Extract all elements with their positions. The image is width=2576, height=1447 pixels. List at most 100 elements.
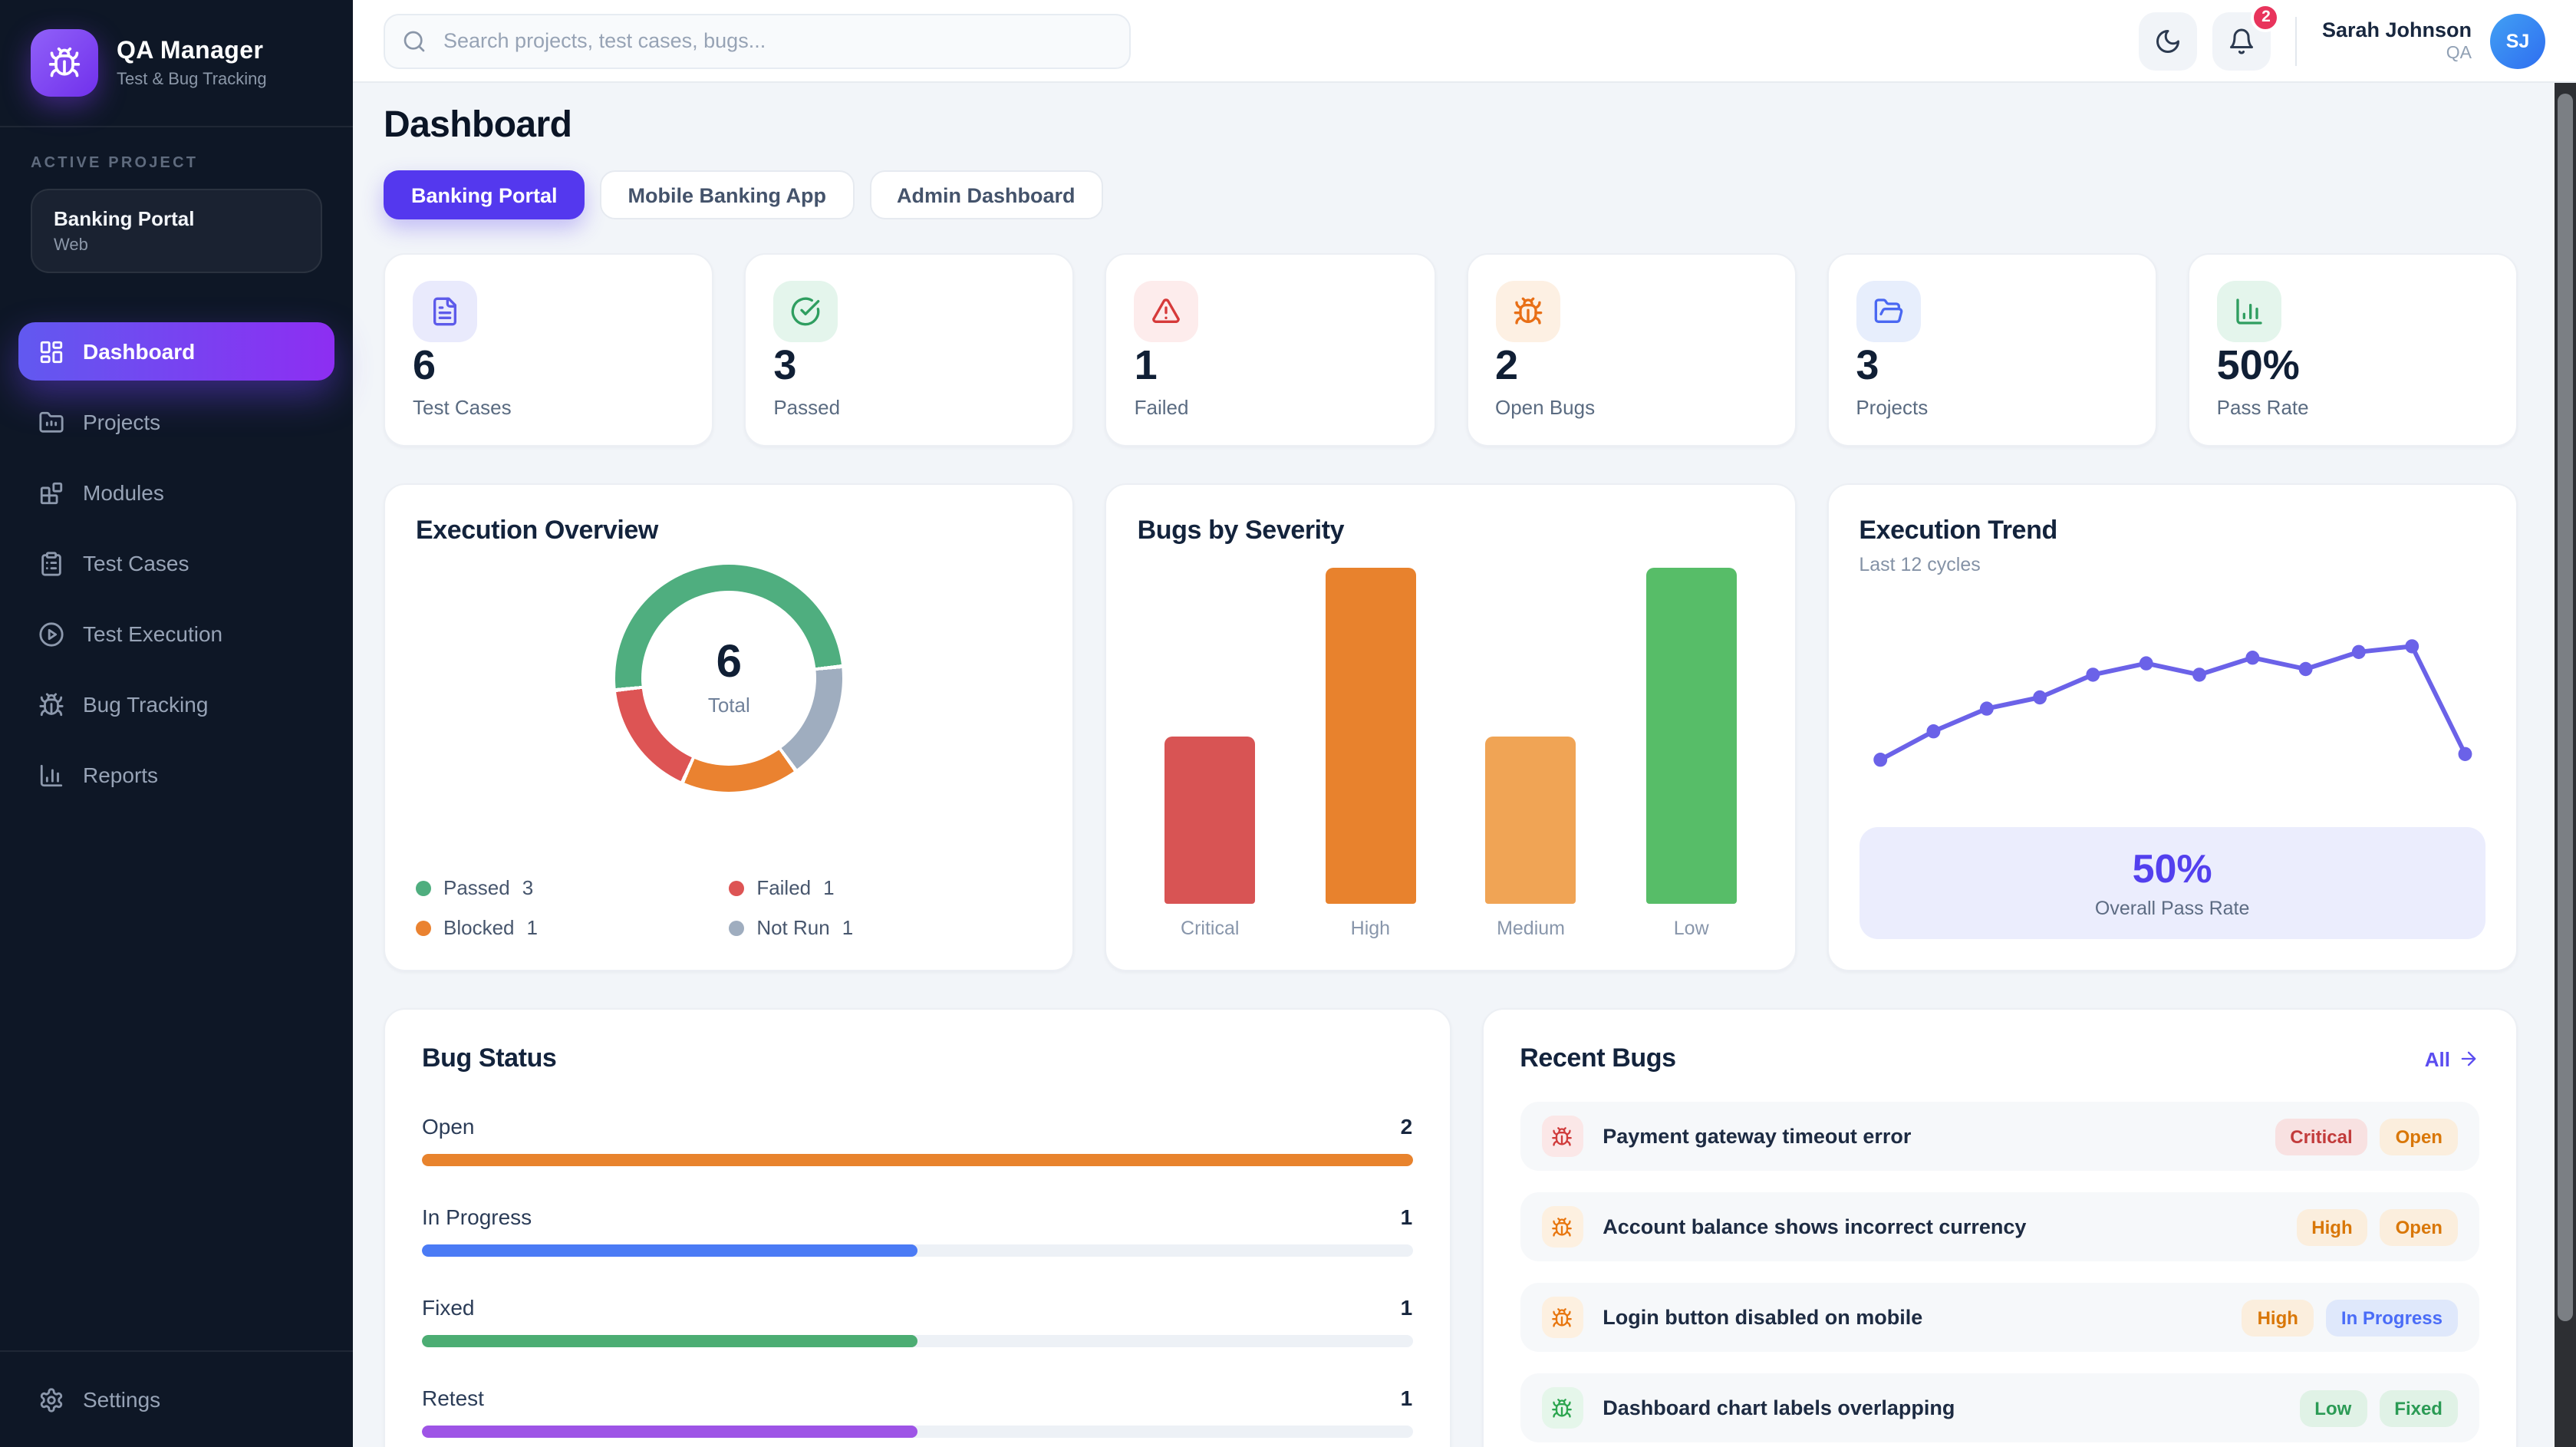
stat-label: Pass Rate	[2216, 396, 2309, 419]
status-bar-fill	[422, 1335, 917, 1347]
gear-icon	[38, 1386, 64, 1412]
bug-list-item[interactable]: Payment gateway timeout error Critical O…	[1520, 1102, 2479, 1171]
status-value: 1	[1400, 1386, 1413, 1410]
trend-line-chart	[1873, 639, 2472, 767]
severity-bar-chart: Critical High Medium Low	[1138, 568, 1764, 939]
status-bar-fill	[422, 1426, 917, 1438]
legend-dot	[729, 880, 745, 895]
stat-card-failed: 1 Failed	[1105, 253, 1435, 447]
topbar-divider	[2295, 16, 2298, 65]
stat-label: Test Cases	[413, 396, 512, 419]
tab-mobile-banking-app[interactable]: Mobile Banking App	[600, 170, 855, 219]
check-circle-icon	[790, 296, 821, 327]
bug-status-rows: Open 2 In Progress 1	[422, 1114, 1413, 1438]
sidebar-item-test-execution[interactable]: Test Execution	[18, 605, 334, 663]
bottom-row: Bug Status Open 2 In Progress	[384, 1008, 2518, 1447]
folder-open-icon	[1873, 296, 1903, 327]
bug-list-item[interactable]: Dashboard chart labels overlapping Low F…	[1520, 1373, 2479, 1442]
severity-badge: Low	[2299, 1389, 2367, 1426]
bugs-by-severity-card: Bugs by Severity Critical High Medium	[1105, 483, 1797, 971]
bug-title: Dashboard chart labels overlapping	[1603, 1396, 1955, 1419]
bug-list-item[interactable]: Login button disabled on mobile High In …	[1520, 1283, 2479, 1352]
play-circle-icon	[38, 621, 64, 647]
severity-column-critical: Critical	[1138, 568, 1283, 939]
severity-column-low: Low	[1619, 568, 1764, 939]
legend-item-failed: Failed 1	[729, 876, 1042, 899]
file-text-icon	[430, 296, 460, 327]
stat-cards: 6 Test Cases 3 Passed 1 Failed 2 Open Bu…	[384, 253, 2518, 447]
status-bar-fill	[422, 1154, 1413, 1166]
tab-admin-dashboard[interactable]: Admin Dashboard	[869, 170, 1103, 219]
status-label: Fixed	[422, 1295, 475, 1320]
topbar: 2 Sarah Johnson QA SJ	[353, 0, 2576, 83]
severity-bar	[1485, 736, 1576, 904]
arrow-right-icon	[2458, 1048, 2479, 1070]
severity-badge: High	[2296, 1208, 2368, 1245]
bug-icon-bubble	[1541, 1206, 1583, 1248]
active-project-type: Web	[54, 236, 88, 255]
progress-track	[422, 1426, 1413, 1438]
active-project-name: Banking Portal	[54, 207, 195, 230]
legend-label: Passed	[443, 876, 510, 899]
bug-title: Payment gateway timeout error	[1603, 1125, 1912, 1148]
recent-bugs-list: Payment gateway timeout error Critical O…	[1520, 1102, 2479, 1442]
notifications-button[interactable]: 2	[2212, 2, 2281, 70]
stat-label: Failed	[1134, 396, 1189, 419]
sidebar-item-settings[interactable]: Settings	[18, 1370, 334, 1429]
legend-item-not-run: Not Run 1	[729, 916, 1042, 939]
tab-banking-portal[interactable]: Banking Portal	[384, 170, 585, 219]
stat-value: 2	[1495, 342, 1519, 388]
scrollbar-thumb[interactable]	[2558, 94, 2573, 1321]
bug-icon	[48, 46, 81, 80]
sidebar-item-label: Test Execution	[83, 621, 223, 646]
search-input[interactable]	[384, 13, 1131, 68]
status-value: 2	[1400, 1114, 1413, 1139]
sidebar-item-dashboard[interactable]: Dashboard	[18, 322, 334, 381]
sidebar-item-reports[interactable]: Reports	[18, 746, 334, 804]
stat-icon-bubble	[1134, 281, 1199, 342]
progress-track	[422, 1154, 1413, 1166]
legend-label: Blocked	[443, 916, 515, 939]
page-title: Dashboard	[384, 104, 572, 146]
donut-legend: Passed 3 Failed 1 Blocked 1	[416, 876, 1043, 939]
all-bugs-link[interactable]: All	[2425, 1047, 2479, 1070]
legend-dot	[416, 880, 431, 895]
active-project-card[interactable]: Banking Portal Web	[31, 189, 322, 273]
legend-label: Failed	[756, 876, 812, 899]
sidebar-item-test-cases[interactable]: Test Cases	[18, 534, 334, 592]
status-row-open: Open 2	[422, 1114, 1413, 1166]
bar-chart-icon	[2234, 296, 2265, 327]
progress-track	[422, 1244, 1413, 1257]
search-box	[384, 13, 1131, 68]
scrollbar-track[interactable]	[2555, 83, 2576, 1447]
bug-list-item[interactable]: Account balance shows incorrect currency…	[1520, 1192, 2479, 1261]
severity-badge: Critical	[2275, 1118, 2368, 1155]
project-tabs: Banking Portal Mobile Banking App Admin …	[384, 170, 2518, 219]
sidebar-item-modules[interactable]: Modules	[18, 463, 334, 522]
status-label: Open	[422, 1114, 475, 1139]
legend-value: 1	[842, 916, 854, 939]
sidebar-item-label: Projects	[83, 410, 161, 434]
card-title: Bugs by Severity	[1137, 516, 1345, 545]
sidebar-item-bug-tracking[interactable]: Bug Tracking	[18, 675, 334, 733]
bug-icon	[1551, 1307, 1573, 1328]
status-badge: Fixed	[2379, 1389, 2458, 1426]
stat-card-passed: 3 Passed	[744, 253, 1075, 447]
charts-row: Execution Overview 6 Total Passed	[384, 483, 2518, 971]
card-title: Bug Status	[422, 1043, 557, 1073]
severity-badge: High	[2242, 1299, 2314, 1336]
sidebar-item-label: Dashboard	[83, 339, 196, 364]
overall-pass-rate-label: Overall Pass Rate	[2094, 898, 2250, 919]
avatar[interactable]: SJ	[2490, 13, 2545, 68]
bug-icon	[1551, 1216, 1573, 1238]
severity-bar	[1164, 736, 1255, 904]
app-logo	[31, 29, 98, 97]
severity-column-medium: Medium	[1458, 568, 1603, 939]
theme-toggle-button[interactable]	[2139, 12, 2198, 70]
app-title: QA Manager	[117, 38, 264, 64]
sidebar-item-projects[interactable]: Projects	[18, 393, 334, 451]
bug-title: Login button disabled on mobile	[1603, 1306, 1923, 1329]
stat-icon-bubble	[1856, 281, 1921, 342]
execution-donut: 6 Total	[615, 565, 843, 792]
